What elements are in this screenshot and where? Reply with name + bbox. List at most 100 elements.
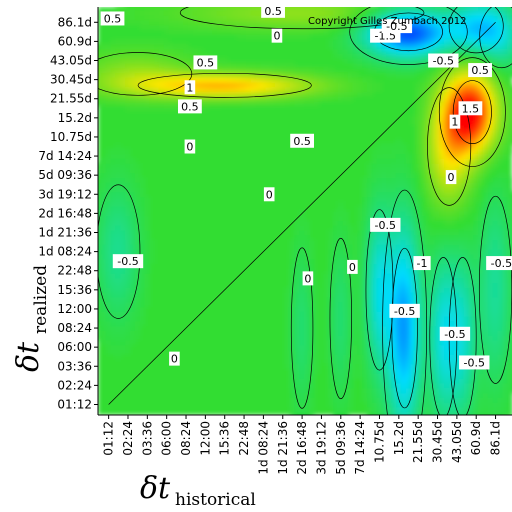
heatmap-cell <box>507 329 512 336</box>
heatmap-cell <box>362 91 368 97</box>
heatmap-cell <box>98 200 102 207</box>
contour-line <box>98 52 193 96</box>
heatmap-cell <box>308 372 315 379</box>
heatmap-cell <box>183 62 189 69</box>
heatmap-cell <box>149 19 156 26</box>
heatmap-cell <box>304 325 310 331</box>
heatmap-cell <box>250 33 257 40</box>
heatmap-cell <box>197 48 204 54</box>
heatmap-cell <box>429 48 436 54</box>
heatmap-cell <box>478 134 484 140</box>
y-tick-label: 06:00 <box>57 340 92 354</box>
heatmap-cell <box>395 258 402 265</box>
heatmap-cell <box>473 401 480 408</box>
heatmap-cell <box>284 339 291 346</box>
heatmap-cell <box>502 272 509 279</box>
heatmap-cell <box>473 177 480 183</box>
heatmap-cell <box>299 334 306 341</box>
heatmap-cell <box>333 258 339 265</box>
heatmap-cell <box>270 86 276 93</box>
heatmap-cell <box>487 286 494 293</box>
heatmap-cell <box>357 267 364 274</box>
heatmap-cell <box>371 191 378 198</box>
heatmap-cell <box>129 157 136 164</box>
heatmap-cell <box>308 267 315 274</box>
heatmap-cell <box>468 401 475 408</box>
heatmap-cell <box>129 9 136 16</box>
heatmap-cell <box>110 234 117 241</box>
x-tick-label: 30.45d <box>431 421 445 463</box>
heatmap-cell <box>410 62 417 69</box>
heatmap-cell <box>294 339 301 346</box>
heatmap-cell <box>328 76 335 83</box>
heatmap-cell <box>449 91 455 97</box>
heatmap-cell <box>424 396 431 403</box>
heatmap-cell <box>313 320 320 327</box>
heatmap-cell <box>424 339 431 346</box>
contour-label-bg <box>184 139 196 154</box>
heatmap-cell <box>289 71 296 78</box>
heatmap-cell <box>424 38 431 45</box>
heatmap-cell <box>458 143 465 150</box>
heatmap-cell <box>366 67 373 73</box>
heatmap-cell <box>405 315 412 322</box>
heatmap-cell <box>400 353 407 360</box>
heatmap-cell <box>100 48 107 54</box>
heatmap-cell <box>424 310 431 317</box>
heatmap-cell <box>115 296 122 303</box>
heatmap-cell <box>497 392 504 398</box>
heatmap-cell <box>289 239 296 245</box>
heatmap-cell <box>444 38 451 45</box>
contour-label: 0 <box>302 271 314 286</box>
heatmap-cell <box>362 329 368 336</box>
heatmap-cell <box>482 243 489 250</box>
heatmap-cell <box>342 239 349 245</box>
heatmap-cell <box>255 91 262 97</box>
heatmap-cell <box>120 215 127 222</box>
contour-label-text: 0.5 <box>197 56 215 69</box>
heatmap-cell <box>415 406 422 413</box>
heatmap-cell <box>144 38 151 45</box>
heatmap-cell <box>449 258 455 265</box>
heatmap-cell <box>439 129 446 136</box>
heatmap-cell <box>405 296 412 303</box>
heatmap-cell <box>405 325 412 331</box>
heatmap-cell <box>342 301 349 308</box>
heatmap-cell <box>492 372 499 379</box>
heatmap-cell <box>453 81 460 88</box>
heatmap-cell <box>386 14 393 21</box>
heatmap-cell <box>376 153 383 159</box>
heatmap-cell <box>444 353 451 360</box>
heatmap-cell <box>115 71 122 78</box>
heatmap-cell <box>453 229 460 236</box>
heatmap-cell <box>424 243 431 250</box>
heatmap-cell <box>482 129 489 136</box>
heatmap-cell <box>187 28 194 35</box>
heatmap-cell <box>502 411 509 415</box>
heatmap-cell <box>333 91 339 97</box>
heatmap-cell <box>149 7 156 11</box>
heatmap-cell <box>110 57 117 64</box>
heatmap-cell <box>453 215 460 222</box>
heatmap-cell <box>149 57 156 64</box>
heatmap-cell <box>294 301 301 308</box>
heatmap-cell <box>342 57 349 64</box>
heatmap-cell <box>468 48 475 54</box>
contour-label-text: 1.5 <box>462 102 480 115</box>
heatmap-cell <box>337 248 344 255</box>
heatmap-cell <box>337 368 344 374</box>
heatmap-cell <box>444 253 451 260</box>
heatmap-cell <box>202 91 209 97</box>
heatmap-cell <box>492 105 499 112</box>
heatmap-cell <box>395 177 402 183</box>
heatmap-cell <box>289 296 296 303</box>
heatmap-cell <box>347 229 354 236</box>
heatmap-cell <box>245 95 252 102</box>
heatmap-cell <box>415 48 422 54</box>
heatmap-cell <box>487 28 494 35</box>
heatmap-cell <box>260 95 267 102</box>
heatmap-cell <box>444 186 451 193</box>
heatmap-cell <box>125 100 131 107</box>
heatmap-cell <box>502 282 509 288</box>
heatmap-cell <box>444 148 451 155</box>
